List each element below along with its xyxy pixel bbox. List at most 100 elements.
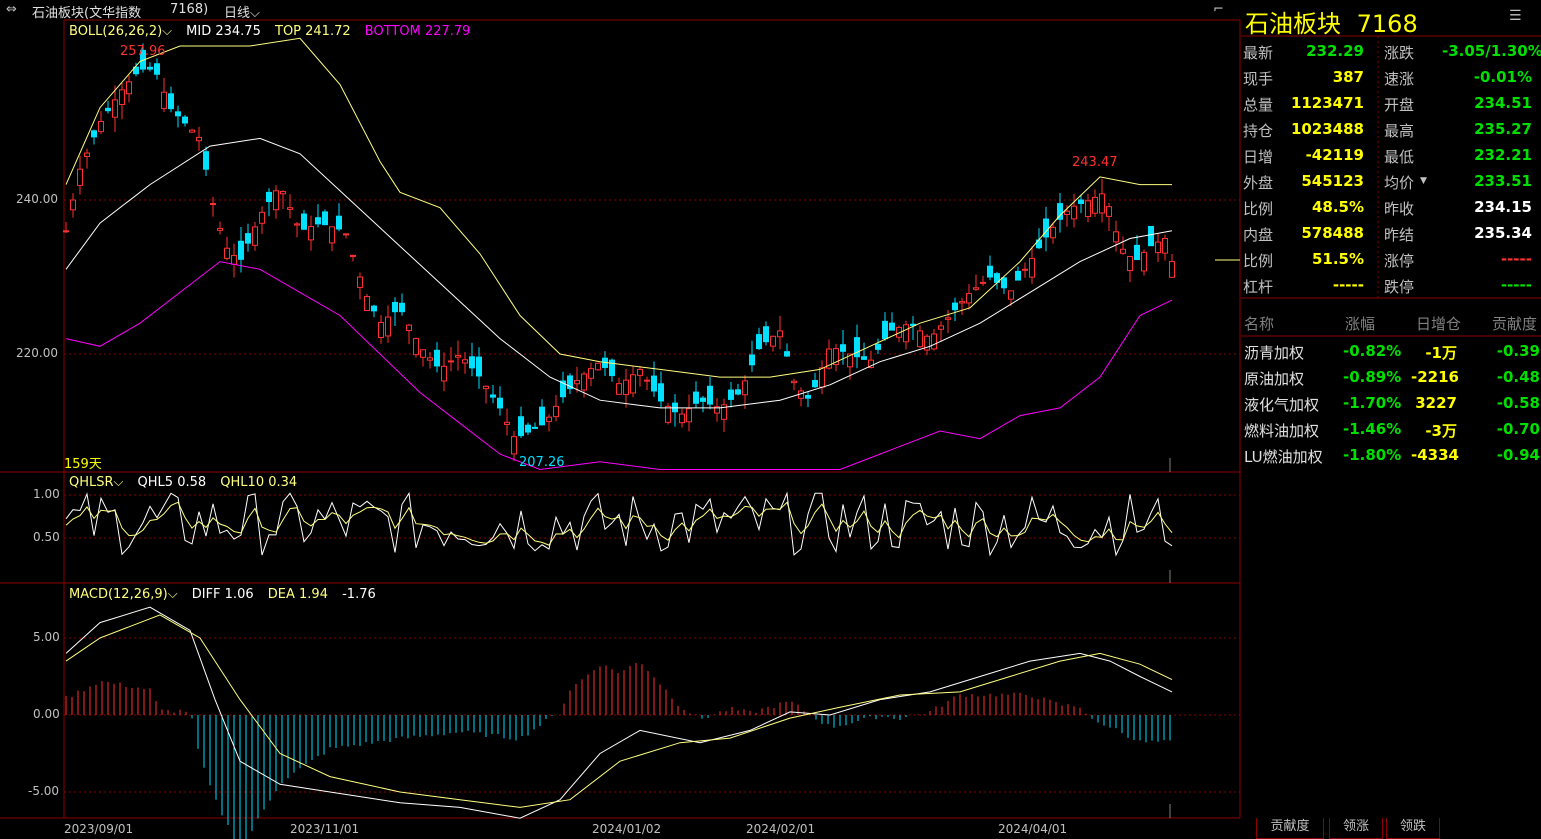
quote-label-l-2: 总量	[1243, 96, 1274, 114]
tab-contribution[interactable]: 贡献度	[1256, 818, 1324, 839]
sector-change: -0.89%	[1343, 368, 1402, 386]
candle	[1155, 233, 1161, 263]
candle	[861, 342, 867, 360]
candle	[602, 351, 608, 376]
sector-row[interactable]: 液化气加权 -1.70% 3227 -0.58	[1241, 391, 1541, 417]
candle	[924, 334, 930, 356]
candle	[735, 383, 741, 396]
candle	[280, 190, 286, 210]
candle	[700, 396, 706, 413]
boll-bottom-line	[65, 261, 1173, 471]
sector-oi: -1万	[1425, 344, 1457, 362]
chevron-down-icon[interactable]: ⌵	[167, 587, 178, 602]
candle	[770, 335, 776, 352]
quote-value-l-0: 232.29	[1306, 42, 1364, 60]
candle	[812, 372, 818, 389]
x-tick-0: 2023/09/01	[64, 822, 134, 836]
chevron-down-icon[interactable]: ⌵	[162, 24, 173, 39]
quote-value-r-2: 234.51	[1474, 94, 1532, 112]
candle	[525, 422, 531, 436]
y-tick-0: 0.00	[33, 707, 60, 721]
sector-name: 沥青加权	[1244, 344, 1305, 362]
tab-top-gainers[interactable]: 领涨	[1329, 818, 1383, 839]
chevron-down-icon[interactable]: ▼	[1420, 176, 1427, 186]
sector-name: 燃料油加权	[1244, 422, 1320, 440]
candle	[476, 347, 482, 389]
qhlsr-legend[interactable]: QHLSR⌵ QHL5 0.58 QHL10 0.34	[69, 475, 307, 490]
candle	[784, 343, 790, 357]
candle	[378, 315, 384, 344]
boll-top-value: TOP 241.72	[275, 24, 351, 39]
expand-icon[interactable]: ⌐	[1213, 2, 1224, 17]
quote-label-l-8: 比例	[1243, 252, 1274, 270]
candle	[707, 376, 713, 410]
candle	[805, 392, 811, 408]
boll-mid-line	[65, 137, 1173, 409]
quote-value-r-0: -3.05/1.30%	[1442, 42, 1541, 60]
sector-oi: 3227	[1415, 394, 1457, 412]
candle	[1071, 193, 1077, 228]
y-tick-220: 220.00	[16, 346, 58, 360]
candle	[441, 352, 447, 392]
candle	[259, 206, 265, 234]
col-header-change[interactable]: 涨幅	[1345, 315, 1376, 333]
candle	[196, 126, 202, 151]
col-header-contrib[interactable]: 贡献度	[1492, 315, 1538, 333]
qhl5-line	[65, 491, 1173, 557]
candle	[686, 394, 692, 432]
candle	[1120, 236, 1126, 255]
qhl10-line	[65, 501, 1173, 546]
candle	[98, 111, 104, 135]
candle	[630, 366, 636, 398]
candle	[273, 185, 279, 219]
sector-row[interactable]: 燃料油加权 -1.46% -3万 -0.70	[1241, 417, 1541, 443]
quote-value-r-4: 232.21	[1474, 146, 1532, 164]
macd-legend[interactable]: MACD(12,26,9)⌵ DIFF 1.06 DEA 1.94 -1.76	[69, 587, 386, 602]
quote-label-l-6: 比例	[1243, 200, 1274, 218]
candle	[497, 386, 503, 416]
col-header-name[interactable]: 名称	[1244, 315, 1275, 333]
candle	[553, 394, 559, 422]
candle	[931, 328, 937, 351]
period-selector[interactable]: 日线⌵	[224, 2, 260, 21]
candle	[448, 346, 454, 372]
candle	[637, 365, 643, 387]
x-tick-2: 2024/01/02	[592, 822, 662, 836]
candle	[203, 146, 209, 176]
chevron-down-icon[interactable]: ⌵	[113, 475, 124, 490]
candle	[147, 62, 153, 72]
quote-label-r-4: 最低	[1384, 148, 1415, 166]
boll-legend[interactable]: BOLL(26,26,2)⌵ MID 234.75 TOP 241.72 BOT…	[69, 24, 480, 39]
tab-top-losers[interactable]: 领跌	[1386, 818, 1440, 839]
qhlsr-indicator-name[interactable]: QHLSR	[69, 475, 114, 490]
sector-row[interactable]: 原油加权 -0.89% -2216 -0.48	[1241, 365, 1541, 391]
candle	[161, 77, 167, 113]
candle	[623, 368, 629, 408]
candle	[455, 340, 461, 371]
menu-icon[interactable]: ☰	[1509, 8, 1522, 24]
sector-row[interactable]: LU燃油加权 -1.80% -4334 -0.94	[1241, 443, 1541, 469]
candle	[651, 361, 657, 397]
period-label: 日线	[224, 6, 251, 21]
candle	[70, 193, 76, 218]
y-tick-240: 240.00	[16, 192, 58, 206]
chart-area[interactable]	[0, 0, 1241, 839]
macd-indicator-name[interactable]: MACD(12,26,9)	[69, 587, 168, 602]
link-icon[interactable]: ⇔	[6, 2, 17, 17]
quote-value-l-2: 1123471	[1290, 94, 1364, 112]
candle	[224, 236, 230, 261]
quote-label-l-3: 持仓	[1243, 122, 1274, 140]
boll-indicator-name[interactable]: BOLL(26,26,2)	[69, 24, 163, 39]
candle	[1036, 228, 1042, 250]
sector-row[interactable]: 沥青加权 -0.82% -1万 -0.39	[1241, 339, 1541, 365]
candle	[119, 83, 125, 120]
quote-label-l-4: 日增	[1243, 148, 1274, 166]
candle	[679, 408, 685, 428]
candle	[518, 406, 524, 438]
col-header-oi[interactable]: 日增仓	[1416, 315, 1462, 333]
candle	[77, 155, 83, 195]
sector-name: LU燃油加权	[1244, 448, 1323, 466]
candle	[238, 226, 244, 273]
candle	[1127, 255, 1133, 283]
y-tick-1: 1.00	[33, 487, 60, 501]
